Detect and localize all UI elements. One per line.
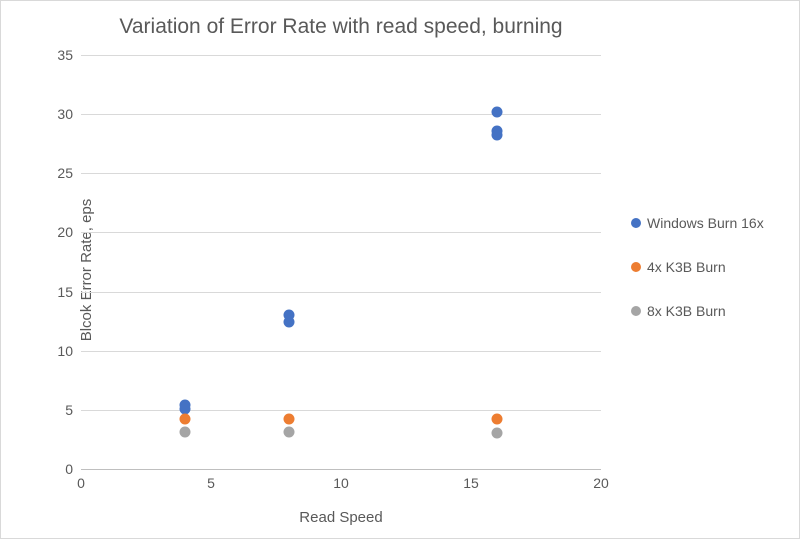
- chart-title: Variation of Error Rate with read speed,…: [81, 15, 601, 39]
- legend: Windows Burn 16x 4x K3B Burn 8x K3B Burn: [631, 215, 764, 319]
- legend-marker-icon: [631, 218, 641, 228]
- gridline: [81, 469, 601, 470]
- data-point: [180, 403, 191, 414]
- legend-label: 4x K3B Burn: [647, 259, 726, 275]
- y-tick-label: 10: [57, 343, 73, 359]
- y-tick-label: 35: [57, 47, 73, 63]
- data-point: [180, 427, 191, 438]
- legend-label: Windows Burn 16x: [647, 215, 764, 231]
- x-tick-label: 0: [77, 475, 85, 491]
- legend-item: 4x K3B Burn: [631, 259, 764, 275]
- legend-marker-icon: [631, 262, 641, 272]
- x-tick-label: 10: [333, 475, 349, 491]
- data-point: [492, 414, 503, 425]
- x-tick-label: 5: [207, 475, 215, 491]
- x-tick-label: 15: [463, 475, 479, 491]
- gridline: [81, 114, 601, 115]
- y-tick-label: 15: [57, 284, 73, 300]
- data-point: [284, 317, 295, 328]
- legend-item: 8x K3B Burn: [631, 303, 764, 319]
- x-axis-label: Read Speed: [81, 509, 601, 526]
- gridline: [81, 232, 601, 233]
- data-point: [284, 413, 295, 424]
- data-point: [284, 426, 295, 437]
- gridline: [81, 292, 601, 293]
- y-tick-label: 20: [57, 224, 73, 240]
- data-point: [492, 427, 503, 438]
- y-tick-label: 5: [65, 402, 73, 418]
- y-tick-label: 30: [57, 106, 73, 122]
- plot-area: 0510152025303505101520: [81, 55, 601, 469]
- y-tick-label: 25: [57, 165, 73, 181]
- data-point: [492, 130, 503, 141]
- legend-item: Windows Burn 16x: [631, 215, 764, 231]
- legend-label: 8x K3B Burn: [647, 303, 726, 319]
- data-point: [492, 106, 503, 117]
- gridline: [81, 351, 601, 352]
- x-tick-label: 20: [593, 475, 609, 491]
- chart-container: Variation of Error Rate with read speed,…: [0, 0, 800, 539]
- y-tick-label: 0: [65, 461, 73, 477]
- gridline: [81, 173, 601, 174]
- gridline: [81, 410, 601, 411]
- gridline: [81, 55, 601, 56]
- legend-marker-icon: [631, 306, 641, 316]
- data-point: [180, 414, 191, 425]
